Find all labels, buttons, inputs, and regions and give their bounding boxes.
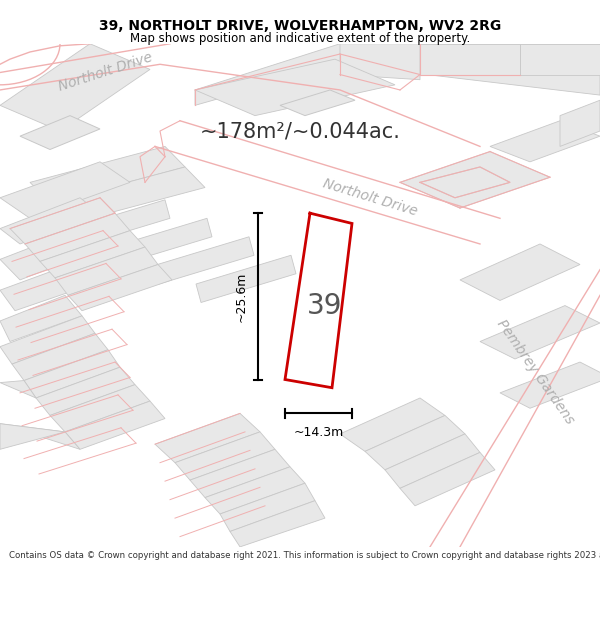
Polygon shape [196,255,296,302]
Polygon shape [195,59,395,116]
Polygon shape [25,213,130,261]
Polygon shape [40,231,145,278]
Polygon shape [154,237,254,284]
Text: Northolt Drive: Northolt Drive [56,51,154,94]
Polygon shape [0,264,90,311]
Polygon shape [0,424,65,449]
Polygon shape [420,167,510,198]
Polygon shape [190,449,290,498]
Polygon shape [0,316,95,364]
Polygon shape [0,229,100,280]
Text: Northolt Drive: Northolt Drive [321,177,419,219]
Text: 39, NORTHOLT DRIVE, WOLVERHAMPTON, WV2 2RG: 39, NORTHOLT DRIVE, WOLVERHAMPTON, WV2 2… [99,19,501,33]
Polygon shape [0,381,36,398]
Polygon shape [500,362,600,408]
Polygon shape [12,333,108,381]
Polygon shape [385,434,480,488]
Polygon shape [480,306,600,359]
Polygon shape [0,295,82,341]
Polygon shape [36,367,135,416]
Polygon shape [155,413,260,462]
Polygon shape [560,100,600,146]
Polygon shape [0,424,80,449]
Polygon shape [112,218,212,266]
Polygon shape [0,44,150,131]
Polygon shape [220,483,315,531]
Polygon shape [205,467,305,514]
Polygon shape [400,151,550,208]
Polygon shape [0,198,100,244]
Polygon shape [340,44,420,79]
Polygon shape [50,167,205,223]
Polygon shape [24,350,120,398]
Polygon shape [175,432,275,480]
Polygon shape [490,121,600,162]
Polygon shape [400,452,495,506]
Polygon shape [195,44,600,106]
Polygon shape [340,398,445,451]
Polygon shape [0,162,130,218]
Polygon shape [10,198,115,244]
Text: ~178m²/~0.044ac.: ~178m²/~0.044ac. [200,121,400,141]
Polygon shape [20,116,100,149]
Polygon shape [50,384,150,432]
Polygon shape [65,401,165,449]
Polygon shape [230,501,325,547]
Text: ~25.6m: ~25.6m [235,271,248,321]
Polygon shape [520,44,600,74]
Text: 39: 39 [307,292,343,319]
Polygon shape [68,264,172,311]
Text: Contains OS data © Crown copyright and database right 2021. This information is : Contains OS data © Crown copyright and d… [9,551,600,560]
Polygon shape [30,146,185,203]
Polygon shape [70,200,170,247]
Polygon shape [55,247,158,295]
Text: Map shows position and indicative extent of the property.: Map shows position and indicative extent… [130,32,470,45]
Polygon shape [280,90,355,116]
Polygon shape [460,244,580,301]
Text: ~14.3m: ~14.3m [293,426,344,439]
Text: Pembrey Gardens: Pembrey Gardens [494,318,577,428]
Polygon shape [365,416,465,470]
Polygon shape [420,44,520,74]
